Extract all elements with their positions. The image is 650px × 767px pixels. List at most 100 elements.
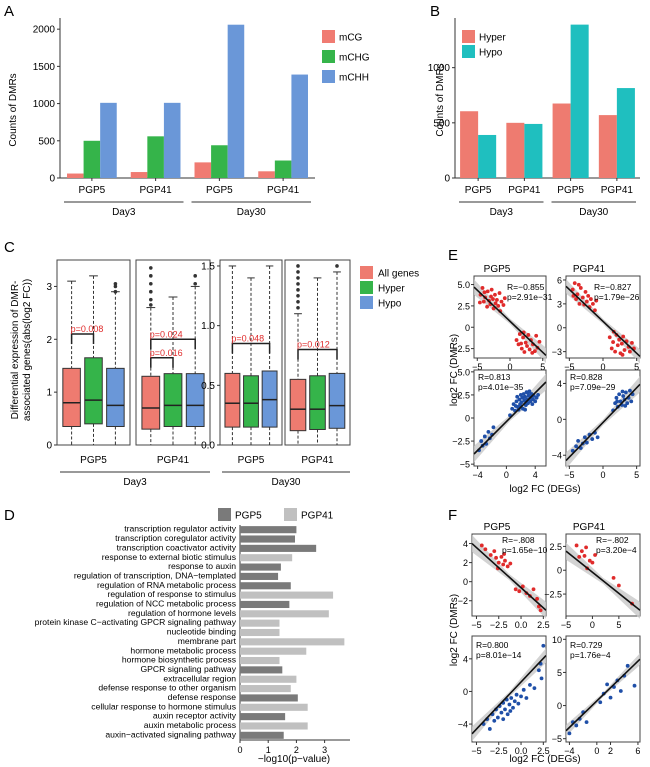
scatter-point [594, 298, 599, 303]
scatter-point [590, 437, 595, 441]
panel-f-title-pgp41: PGP41 [573, 522, 606, 533]
x-tick-label: 0 [507, 362, 512, 372]
regression-line [565, 658, 641, 732]
scatter-point [537, 339, 542, 344]
category-label: defense response to other organism [98, 683, 236, 693]
bar-pgp41 [240, 619, 280, 627]
facet-label: PGP41 [301, 455, 334, 466]
scatter-point [531, 587, 536, 592]
bar-pgp41 [240, 675, 297, 683]
scatter-point [519, 694, 523, 699]
y-tick-label: 1.5 [201, 261, 215, 272]
legend-swatch [360, 281, 373, 294]
bar-pgp41 [240, 685, 291, 693]
scatter-point [489, 287, 494, 292]
y-tick-label: 0.0 [201, 441, 215, 452]
scatter-point [621, 394, 626, 398]
scatter-point [628, 349, 632, 354]
scatter-point [615, 399, 620, 404]
bar-pgp41 [240, 628, 280, 637]
x-tick-label: 5 [634, 470, 639, 480]
scatter-point [481, 299, 486, 304]
panel-c-ylabel-line2: associated genes(abs(log2 FC)) [22, 279, 33, 421]
legend-swatch [322, 50, 335, 63]
scatter-point [615, 343, 620, 348]
bar-mcg [67, 173, 84, 178]
panel-b-letter: B [430, 3, 440, 20]
panel-a: Counts of DMRs 0 500 1000 1500 2000 PGP5 PGP41… [8, 18, 370, 218]
scatter-point [524, 696, 529, 700]
x-tick-label: 4 [533, 470, 538, 480]
panel-e-title-pgp41: PGP41 [573, 264, 606, 275]
panel-c-letter: C [4, 239, 15, 256]
scatter-point [485, 304, 489, 309]
scatter-point [572, 281, 577, 286]
legend-label: mCG [339, 33, 363, 44]
bar-mchh [291, 74, 308, 178]
x-tick-label: PGP5 [557, 185, 584, 196]
bar-mchh [163, 102, 181, 178]
bar-pgp41 [240, 610, 329, 618]
y-tick-label: 2.5 [549, 542, 562, 552]
bar-pgp41 [240, 722, 308, 730]
scatter-point [522, 350, 527, 354]
category-label: hormone metabolic process [130, 645, 236, 655]
scatter-point [587, 558, 592, 563]
x-tick-label: PGP5 [79, 185, 106, 196]
category-label: GPCR signaling pathway [140, 664, 236, 674]
x-tick-label: 0 [600, 362, 605, 372]
y-tick-label: −5 [552, 734, 562, 744]
scatter-point [485, 289, 490, 294]
scatter-point [625, 663, 630, 668]
y-tick-label: 2.5 [457, 390, 470, 400]
x-tick-label: 0.0 [515, 746, 528, 756]
x-tick-label: −5 [561, 620, 571, 630]
scatter-point [530, 402, 535, 407]
legend-label: PGP5 [235, 511, 262, 522]
panel-d-letter: D [4, 507, 15, 524]
x-tick-label: 2 [608, 746, 613, 756]
scatter-point [502, 296, 507, 301]
scatter-point [582, 435, 587, 440]
outlier-point [113, 284, 118, 289]
y-tick-label: 1 [46, 388, 52, 399]
x-tick-label: 6 [635, 746, 640, 756]
scatter-point [613, 349, 618, 354]
regression-line [473, 381, 547, 455]
scatter-point [499, 554, 504, 559]
scatter-point [493, 301, 498, 306]
panel-a-plot: 0 500 1000 1500 2000 PGP5 PGP41 PGP5 PGP41 Day3 Da… [33, 18, 315, 218]
panel-b-plot: 0 500 1000 PGP5 PGP41 PGP5 PGP41 Day3 Day30 [428, 18, 640, 218]
category-label: hormone biosynthetic process [122, 655, 236, 665]
x-tick-label: PGP41 [508, 185, 541, 196]
significance-bracket [150, 338, 196, 350]
scatter-point [578, 286, 583, 290]
scatter-point [520, 395, 525, 400]
panel-f-ylabel: log2 FC (DMRs) [449, 594, 460, 666]
stat-r: R=0.828 [570, 372, 603, 382]
scatter-point [526, 333, 531, 337]
scatter-point [495, 715, 500, 720]
x-tick-label: −5 [471, 620, 481, 630]
scatter-point [533, 399, 538, 404]
bar-pgp41 [240, 554, 293, 562]
bar-pgp41 [240, 638, 345, 646]
bar-hypo [478, 134, 497, 178]
scatter-point [513, 404, 518, 408]
bar-pgp5 [240, 666, 283, 674]
x-tick-label: PGP41 [140, 185, 173, 196]
scatter-point [577, 301, 582, 306]
panel-d-xlabel: −log10(p−value) [258, 754, 330, 765]
regression-line [471, 655, 547, 735]
scatter-point [514, 692, 519, 697]
category-label: response to external biotic stimulus [102, 552, 236, 562]
scatter-point [516, 701, 521, 706]
legend-label: Hypo [479, 48, 503, 59]
y-tick-label: 0 [557, 701, 562, 711]
panel-b-ylabel: Counts of DMRs [435, 63, 446, 136]
panel-e-ylabel: log2 FC (DMRs) [449, 334, 460, 406]
bar-pgp41 [240, 703, 308, 711]
scatter-point [591, 301, 595, 306]
scatter-point [523, 394, 528, 399]
y-tick-label: 5.0 [457, 280, 470, 290]
